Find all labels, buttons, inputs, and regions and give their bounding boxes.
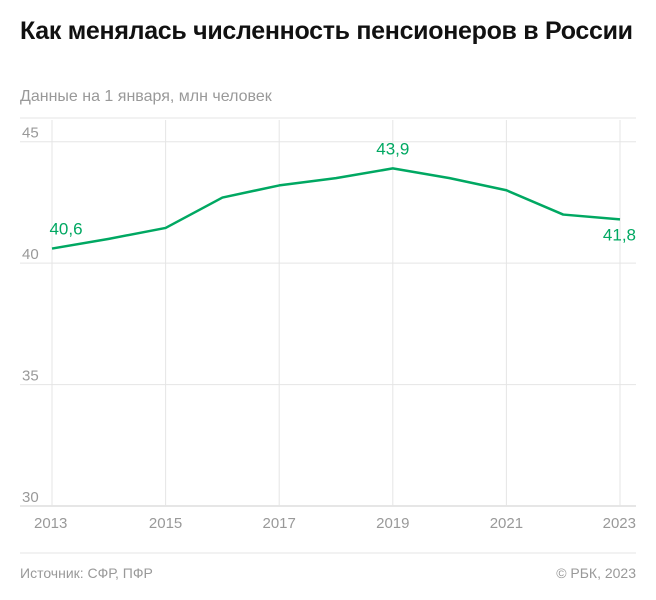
x-tick-label: 2021: [490, 515, 523, 532]
chart-title: Как менялась численность пенсионеров в Р…: [20, 17, 633, 45]
y-tick-label: 40: [22, 246, 39, 263]
y-tick-label: 35: [22, 368, 39, 385]
x-tick-label: 2019: [376, 515, 409, 532]
data-label: 41,8: [603, 225, 636, 244]
source-note: Источник: СФР, ПФР: [20, 565, 153, 581]
data-label: 40,6: [49, 220, 82, 239]
copyright: © РБК, 2023: [556, 565, 636, 581]
y-tick-label: 30: [22, 489, 39, 506]
x-tick-label: 2013: [34, 515, 67, 532]
series-line: [51, 167, 621, 250]
x-tick-label: 2023: [603, 515, 636, 532]
chart-subtitle: Данные на 1 января, млн человек: [20, 88, 272, 105]
x-tick-label: 2017: [263, 515, 296, 532]
data-label: 43,9: [376, 139, 409, 158]
y-tick-label: 45: [22, 125, 39, 142]
x-tick-label: 2015: [149, 515, 182, 532]
